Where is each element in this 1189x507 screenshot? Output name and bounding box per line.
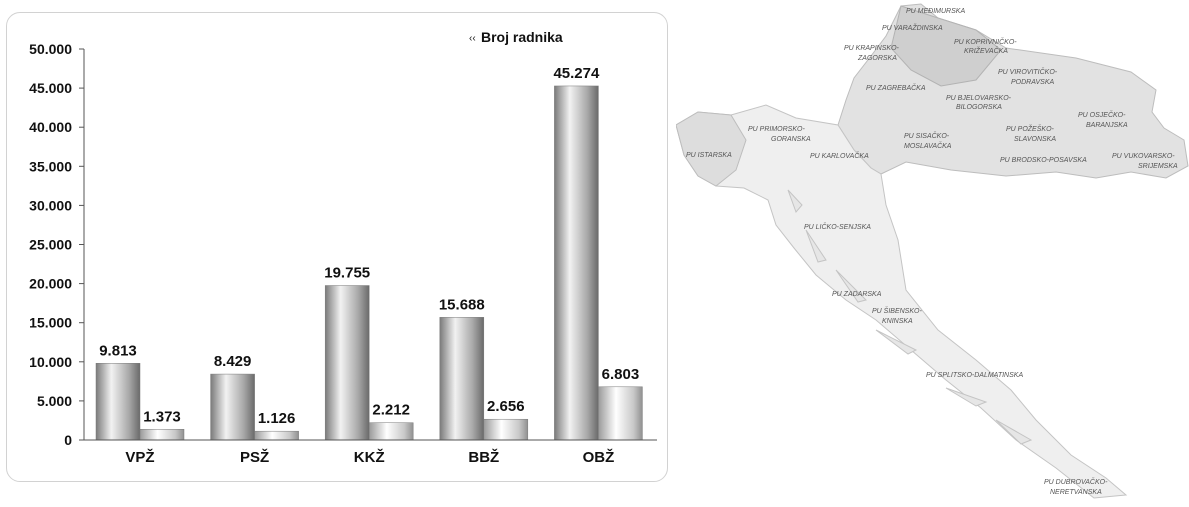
croatia-map-panel: PU MEĐIMURSKA PU VARAŽDINSKA PU KRAPINSK…	[675, 0, 1189, 502]
bar-chart: 0 5.000 10.000 15.000 20.000 25.000 30.000 35.0…	[29, 29, 657, 466]
map-label-podravska: PODRAVSKA	[1011, 79, 1055, 86]
data-labels: 9.813 1.373 8.429 1.126 19.755 2.212 15.688 2.6…	[99, 65, 639, 427]
map-label-goranska: GORANSKA	[771, 136, 811, 143]
map-label-sibensko: PU ŠIBENSKO-	[872, 306, 922, 315]
y-tick-label: 50.000	[29, 41, 72, 57]
map-label-pozesko: PU POŽEŠKO-	[1006, 124, 1055, 133]
data-label: 2.212	[372, 402, 410, 419]
map-label-primorsko: PU PRIMORSKO-	[748, 126, 805, 133]
data-label: 8.429	[214, 353, 252, 370]
y-tick-label: 0	[64, 432, 72, 448]
map-label-bjelovarsko: PU BJELOVARSKO-	[946, 95, 1012, 102]
x-category-label: VPŽ	[125, 448, 154, 466]
map-label-slavonska: SLAVONSKA	[1014, 136, 1056, 143]
bar-series-1	[483, 418, 529, 441]
y-axis: 0 5.000 10.000 15.000 20.000 25.000 30.000 35.0…	[29, 41, 85, 448]
map-istria	[675, 111, 747, 187]
map-label-krizevacka: KRIŽEVAČKA	[964, 46, 1008, 55]
map-northwest-region	[890, 5, 1002, 87]
map-region-labels: PU MEĐIMURSKA PU VARAŽDINSKA PU KRAPINSK…	[686, 8, 1178, 496]
y-tick-label: 30.000	[29, 197, 72, 213]
bar-series-1	[254, 430, 299, 441]
map-label-moslavacka: MOSLAVAČKA	[904, 141, 952, 150]
bars	[95, 85, 643, 441]
map-label-dubrovacko: PU DUBROVAČKO-	[1044, 477, 1108, 486]
data-label: 9.813	[99, 342, 137, 359]
map-label-viroviticko: PU VIROVITIČKO-	[998, 67, 1058, 76]
map-label-srijemska: SRIJEMSKA	[1138, 163, 1178, 170]
croatia-map: PU MEĐIMURSKA PU VARAŽDINSKA PU KRAPINSK…	[675, 3, 1189, 499]
map-coastal-region	[675, 104, 1128, 499]
y-tick-label: 20.000	[29, 276, 72, 292]
map-label-krapinsko: PU KRAPINSKO-	[844, 45, 900, 52]
map-label-zagrebacka: PU ZAGREBAČKA	[866, 83, 926, 92]
map-label-medimurska: PU MEĐIMURSKA	[906, 8, 965, 15]
map-label-zagorska: ZAGORSKA	[857, 55, 897, 62]
map-label-kninska: KNINSKA	[882, 318, 913, 325]
bar-series-0	[210, 373, 255, 441]
data-label: 1.126	[258, 410, 296, 427]
map-label-vukovarsko: PU VUKOVARSKO-	[1112, 153, 1175, 160]
x-category-label: KKŽ	[354, 448, 385, 466]
x-category-label: OBŽ	[583, 448, 615, 466]
data-label: 2.656	[487, 398, 525, 415]
map-label-brodsko-posavska: PU BRODSKO-POSAVSKA	[1000, 157, 1087, 164]
data-label: 1.373	[143, 408, 181, 425]
y-tick-label: 15.000	[29, 315, 72, 331]
x-category-label: BBŽ	[468, 448, 499, 466]
map-label-osjecko: PU OSJEČKO-	[1078, 110, 1126, 119]
legend-label-broj-radnika: Broj radnika	[481, 29, 563, 45]
bar-series-1	[598, 386, 643, 441]
map-label-licko-senjska: PU LIČKO-SENJSKA	[804, 222, 871, 231]
map-label-koprivnicko: PU KOPRIVNIČKO-	[954, 37, 1017, 46]
map-label-splitsko-dalmatinska: PU SPLITSKO-DALMATINSKA	[926, 372, 1023, 379]
bar-series-0	[324, 285, 370, 441]
legend: ‹‹ Broj radnika	[469, 29, 563, 45]
bar-series-0	[439, 317, 485, 441]
bar-series-1	[368, 422, 414, 441]
data-label: 15.688	[439, 296, 485, 313]
map-islands	[787, 189, 1033, 445]
y-tick-label: 5.000	[37, 393, 72, 409]
y-tick-label: 45.000	[29, 80, 72, 96]
bar-series-0	[554, 85, 599, 441]
map-label-zadarska: PU ZADARSKA	[832, 291, 882, 298]
map-label-baranjska: BARANJSKA	[1086, 122, 1128, 129]
map-label-neretvanska: NERETVANSKA	[1050, 489, 1102, 496]
bar-chart-panel: 0 5.000 10.000 15.000 20.000 25.000 30.000 35.0…	[6, 12, 668, 482]
map-label-karlovacka: PU KARLOVAČKA	[810, 151, 869, 160]
x-axis: VPŽ PSŽ KKŽ BBŽ OBŽ	[84, 439, 657, 466]
x-category-label: PSŽ	[240, 448, 269, 466]
bar-series-0	[95, 363, 141, 441]
map-label-istarska: PU ISTARSKA	[686, 152, 732, 159]
map-label-bilogorska: BILOGORSKA	[956, 104, 1002, 111]
y-tick-label: 35.000	[29, 158, 72, 174]
data-label: 45.274	[553, 65, 600, 82]
map-label-sisacko: PU SISAČKO-	[904, 131, 950, 140]
data-label: 6.803	[602, 366, 640, 383]
bar-series-1	[139, 429, 185, 441]
data-label: 19.755	[324, 265, 370, 282]
y-tick-label: 10.000	[29, 354, 72, 370]
y-tick-label: 25.000	[29, 237, 72, 253]
y-tick-label: 40.000	[29, 119, 72, 135]
map-label-varazdinska: PU VARAŽDINSKA	[882, 23, 943, 32]
legend-marker: ‹‹	[469, 33, 476, 44]
